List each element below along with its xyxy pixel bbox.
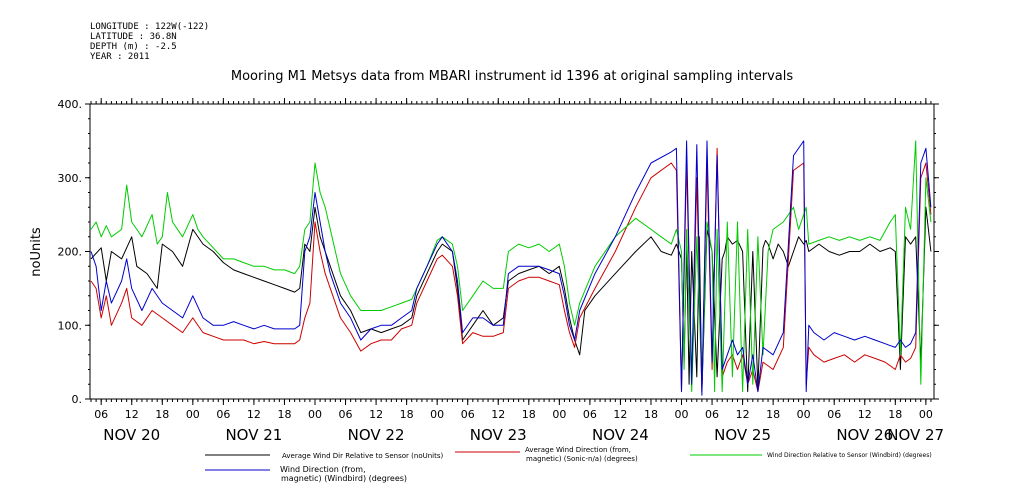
- y-tick-label: 400.: [58, 98, 83, 111]
- legend-label: magnetic) (Windbird) (degrees): [281, 474, 407, 483]
- x-day-label: NOV 26: [836, 426, 893, 444]
- x-day-label: NOV 20: [103, 426, 160, 444]
- x-day-label: NOV 23: [470, 426, 527, 444]
- x-tick-label: 18: [888, 408, 902, 421]
- chart-title: Mooring M1 Metsys data from MBARI instru…: [231, 69, 793, 84]
- x-tick-label: 00: [430, 408, 444, 421]
- x-tick-label: 18: [277, 408, 291, 421]
- x-tick-label: 00: [186, 408, 200, 421]
- y-tick-label: 300.: [58, 172, 83, 185]
- legend-label: Wind Direction Relative to Sensor (Windb…: [767, 452, 932, 459]
- x-day-label: NOV 21: [225, 426, 282, 444]
- legend-label: Average Wind Direction (from,: [525, 446, 631, 454]
- x-day-label: NOV 24: [592, 426, 649, 444]
- x-tick-label: 12: [125, 408, 139, 421]
- x-day-label: NOV 25: [714, 426, 771, 444]
- x-day-label: NOV 27: [887, 426, 944, 444]
- x-tick-label: 00: [797, 408, 811, 421]
- x-tick-label: 06: [94, 408, 108, 421]
- x-tick-label: 12: [247, 408, 261, 421]
- x-tick-label: 12: [491, 408, 505, 421]
- x-tick-label: 18: [766, 408, 780, 421]
- meta-line: LONGITUDE : 122W(-122): [90, 22, 210, 32]
- x-tick-label: 00: [308, 408, 322, 421]
- x-tick-label: 12: [369, 408, 383, 421]
- series-line: [90, 140, 932, 396]
- x-day-label: NOV 22: [348, 426, 405, 444]
- x-tick-label: 12: [858, 408, 872, 421]
- y-tick-label: 0.: [72, 393, 83, 406]
- x-tick-label: 06: [216, 408, 230, 421]
- legend-label: Average Wind Dir Relative to Sensor (noU…: [282, 452, 443, 460]
- meta-line: LATITUDE : 36.8N: [90, 32, 177, 42]
- meta-block: LONGITUDE : 122W(-122) LATITUDE : 36.8N …: [90, 22, 209, 62]
- x-tick-label: 12: [736, 408, 750, 421]
- x-tick-label: 18: [644, 408, 658, 421]
- x-tick-label: 00: [675, 408, 689, 421]
- meta-line: DEPTH (m) : -2.5: [90, 42, 177, 52]
- legend-label: magnetic) (Sonic-n/a) (degrees): [526, 455, 638, 463]
- x-tick-label: 18: [155, 408, 169, 421]
- x-tick-label: 12: [613, 408, 627, 421]
- x-tick-label: 00: [552, 408, 566, 421]
- series-line: [90, 140, 932, 393]
- x-tick-label: 06: [461, 408, 475, 421]
- x-tick-label: 06: [583, 408, 597, 421]
- x-tick-label: 06: [705, 408, 719, 421]
- x-tick-label: 18: [400, 408, 414, 421]
- legend-label: Wind Direction (from,: [280, 465, 366, 474]
- y-axis-label: noUnits: [29, 227, 44, 277]
- x-tick-label: 00: [919, 408, 933, 421]
- y-tick-label: 200.: [58, 246, 83, 259]
- y-tick-label: 100.: [58, 319, 83, 332]
- x-tick-label: 06: [339, 408, 353, 421]
- meta-line: YEAR : 2011: [90, 52, 150, 62]
- x-tick-label: 18: [522, 408, 536, 421]
- x-tick-label: 06: [827, 408, 841, 421]
